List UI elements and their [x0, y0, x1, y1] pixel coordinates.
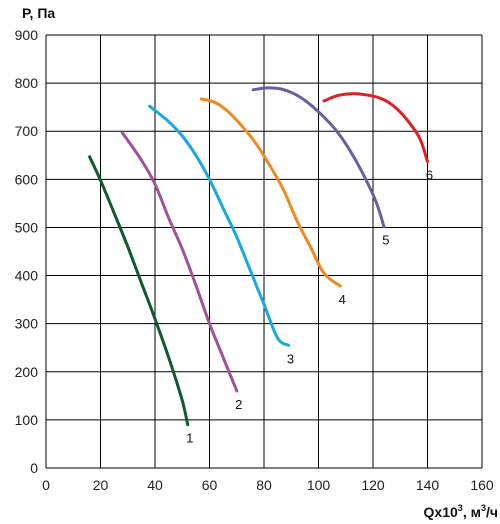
x-tick-label: 0 [42, 477, 50, 493]
x-tick-label: 80 [256, 477, 272, 493]
x-tick-label: 100 [307, 477, 331, 493]
y-tick-label: 700 [15, 123, 39, 139]
curve-2 [120, 131, 239, 393]
y-tick-label: 100 [15, 412, 39, 428]
y-tick-label: 500 [15, 219, 39, 235]
y-tick-label: 400 [15, 268, 39, 284]
curve-label-1: 1 [186, 431, 193, 446]
y-tick-label: 900 [15, 27, 39, 43]
x-tick-label: 40 [147, 477, 163, 493]
x-axis-title: Qx103, м3/ч [424, 503, 498, 520]
curve-6 [322, 92, 429, 163]
y-tick-label: 0 [30, 460, 38, 476]
curve-labels: 1 2 3 4 5 6 [186, 168, 433, 446]
y-tick-label: 300 [15, 316, 39, 332]
curve-5 [251, 86, 386, 228]
curve-label-5: 5 [382, 232, 389, 247]
y-tick-label: 600 [15, 171, 39, 187]
curve-4 [199, 97, 342, 288]
curve-label-2: 2 [235, 397, 242, 412]
grid [45, 34, 483, 469]
x-tick-label: 120 [361, 477, 385, 493]
curve-3 [148, 104, 290, 347]
curve-label-3: 3 [287, 351, 294, 366]
x-tick-label: 20 [93, 477, 109, 493]
curve-label-4: 4 [339, 292, 346, 307]
x-tick-label: 60 [202, 477, 218, 493]
curve-1 [88, 155, 190, 427]
curves [88, 86, 429, 427]
y-axis-title: P, Па [22, 5, 55, 21]
curve-label-6: 6 [426, 168, 433, 183]
x-tick-label: 160 [470, 477, 494, 493]
y-tick-label: 200 [15, 364, 39, 380]
tick-labels: 0 20 40 60 80 100 120 140 160 0 100 200 300 400 500 600… [15, 27, 494, 493]
x-tick-label: 140 [416, 477, 440, 493]
y-tick-label: 800 [15, 75, 39, 91]
